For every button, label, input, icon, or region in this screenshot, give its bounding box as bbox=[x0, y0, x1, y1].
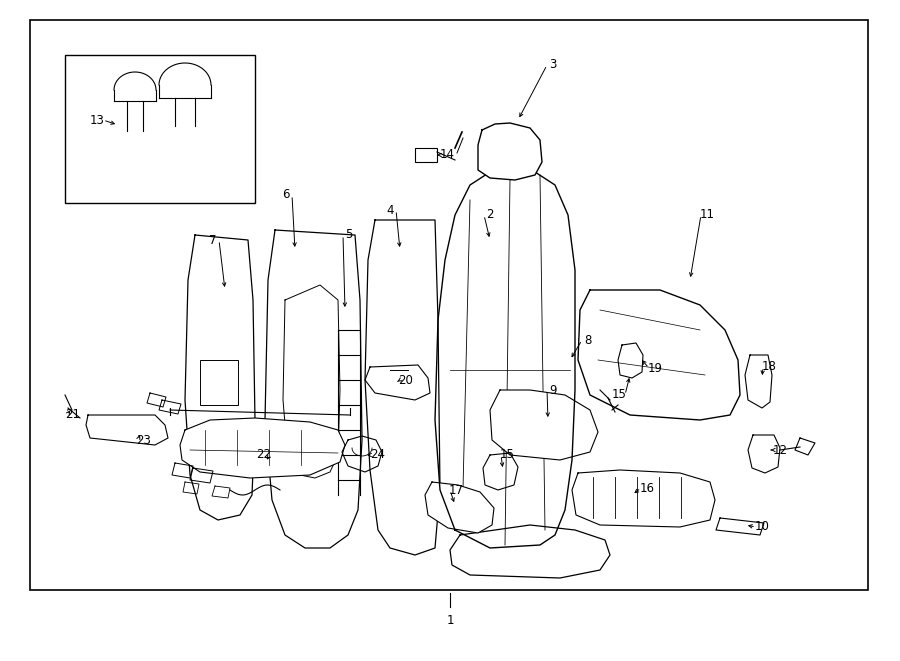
Polygon shape bbox=[425, 482, 494, 533]
Text: 7: 7 bbox=[209, 233, 217, 247]
Text: 11: 11 bbox=[699, 208, 715, 221]
Text: 19: 19 bbox=[647, 362, 662, 375]
Text: 18: 18 bbox=[761, 360, 777, 373]
Text: 3: 3 bbox=[549, 59, 557, 71]
Text: 1: 1 bbox=[446, 613, 454, 627]
Polygon shape bbox=[490, 390, 598, 460]
Polygon shape bbox=[578, 290, 740, 420]
Bar bbox=[200, 360, 238, 405]
Text: 9: 9 bbox=[549, 383, 557, 397]
Polygon shape bbox=[86, 415, 168, 445]
Text: 17: 17 bbox=[448, 483, 464, 496]
Text: 12: 12 bbox=[772, 444, 788, 457]
Text: 16: 16 bbox=[640, 481, 654, 494]
Text: 4: 4 bbox=[386, 204, 394, 217]
Polygon shape bbox=[365, 220, 440, 555]
Polygon shape bbox=[745, 355, 772, 408]
Polygon shape bbox=[478, 123, 542, 180]
Text: 8: 8 bbox=[584, 334, 591, 346]
Bar bbox=[30, 20, 868, 590]
Text: 13: 13 bbox=[90, 114, 104, 126]
Text: 5: 5 bbox=[346, 229, 353, 241]
Polygon shape bbox=[180, 418, 345, 478]
Polygon shape bbox=[435, 168, 575, 548]
Bar bbox=[415, 148, 437, 162]
Polygon shape bbox=[185, 235, 255, 520]
Text: 14: 14 bbox=[439, 149, 454, 161]
Text: 22: 22 bbox=[256, 449, 272, 461]
Text: 15: 15 bbox=[612, 389, 626, 401]
Text: 24: 24 bbox=[371, 449, 385, 461]
Text: 10: 10 bbox=[754, 520, 770, 533]
Text: 2: 2 bbox=[486, 208, 494, 221]
Text: 6: 6 bbox=[283, 188, 290, 202]
Bar bbox=[65, 55, 255, 203]
Text: 15: 15 bbox=[500, 449, 515, 461]
Text: 20: 20 bbox=[399, 373, 413, 387]
Polygon shape bbox=[572, 470, 715, 527]
Polygon shape bbox=[450, 525, 610, 578]
Text: 21: 21 bbox=[66, 408, 80, 422]
Text: 23: 23 bbox=[137, 434, 151, 446]
